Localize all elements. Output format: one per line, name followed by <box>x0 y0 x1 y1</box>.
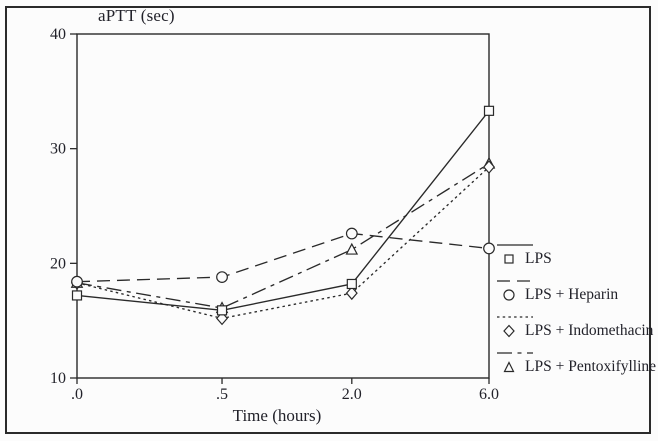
x-axis-tick-label: 6.0 <box>479 386 499 403</box>
data-point-lps-indomethacin-60 <box>483 160 495 174</box>
legend-entry-lps: LPS <box>497 243 655 279</box>
dash-dot-line-sample-icon <box>497 352 533 354</box>
data-point-lps-heparin-0 <box>71 275 83 288</box>
y-axis-tick-label: 10 <box>50 370 66 387</box>
legend-label-lps-pentoxifylline: LPS + Pentoxifylline <box>525 358 657 375</box>
series-line-lps-heparin <box>76 232 490 283</box>
y-axis-title: aPTT (sec) <box>98 6 175 25</box>
solid-line-sample-icon <box>497 244 533 246</box>
data-point-lps-indomethacin-20 <box>345 286 358 301</box>
triangle-marker-icon <box>503 361 515 373</box>
data-point-lps-heparin-60 <box>483 242 495 255</box>
data-point-lps-60 <box>483 105 495 116</box>
legend-label-lps-indomethacin: LPS + Indomethacin <box>525 322 654 339</box>
x-axis-tick-label: .5 <box>216 386 228 403</box>
data-point-lps-heparin-5 <box>216 271 228 283</box>
diamond-marker-icon <box>503 324 515 338</box>
long-dash-line-sample-icon <box>497 280 533 282</box>
legend-label-lps-heparin: LPS + Heparin <box>525 286 619 303</box>
series-line-lps <box>76 110 490 312</box>
data-point-lps-pentoxifylline-20 <box>345 242 359 255</box>
x-axis-title: Time (hours) <box>232 406 322 425</box>
series-line-lps-indomethacin <box>76 166 490 320</box>
plot-frame <box>76 33 490 379</box>
y-axis-tick-label: 20 <box>50 255 66 272</box>
circle-marker-icon <box>503 289 515 301</box>
legend-entry-lps-indomethacin: LPS + Indomethacin <box>497 315 655 351</box>
data-point-lps-20 <box>346 278 357 290</box>
x-axis-tick-label: 2.0 <box>342 386 362 403</box>
series-line-lps-pentoxifylline <box>76 163 490 309</box>
legend-entry-lps-heparin: LPS + Heparin <box>497 279 655 315</box>
dotted-line-sample-icon <box>497 316 533 318</box>
data-point-lps-heparin-20 <box>345 227 358 240</box>
square-marker-icon <box>504 254 514 264</box>
y-axis-tick-label: 40 <box>50 26 66 43</box>
data-point-lps-indomethacin-5 <box>216 311 229 326</box>
data-point-lps-5 <box>216 305 228 316</box>
legend-label-lps: LPS <box>525 250 552 267</box>
data-point-lps-0 <box>71 290 83 301</box>
chart-legend: LPS LPS + Heparin LPS + Indome <box>497 243 657 387</box>
y-axis-tick-label: 30 <box>50 141 66 158</box>
x-axis-tick-label: .0 <box>71 386 83 403</box>
legend-entry-lps-pentoxifylline: LPS + Pentoxifylline <box>497 351 657 387</box>
